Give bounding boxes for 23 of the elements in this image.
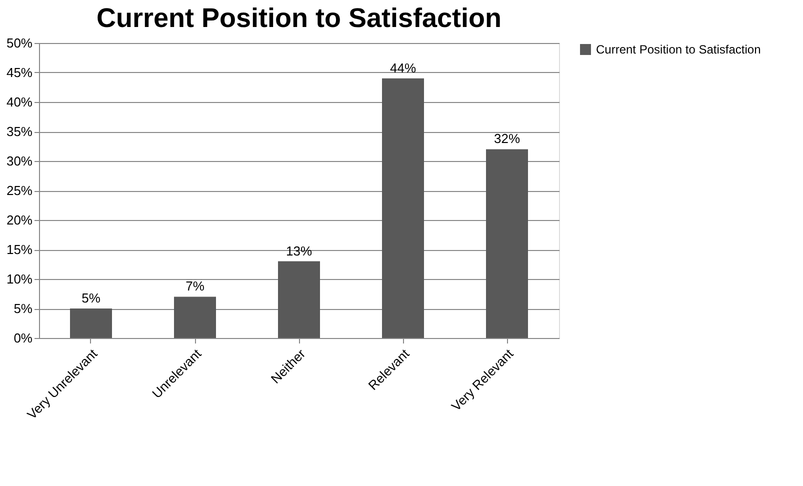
y-tick-label: 25% bbox=[6, 183, 33, 198]
y-tick-label: 20% bbox=[6, 212, 33, 228]
bar bbox=[382, 78, 424, 338]
bar bbox=[174, 296, 216, 338]
y-tick-label: 5% bbox=[14, 301, 33, 316]
bar bbox=[486, 149, 528, 338]
y-tick-label: 45% bbox=[6, 65, 33, 80]
data-label: 13% bbox=[286, 243, 312, 258]
data-label: 32% bbox=[494, 131, 520, 146]
bar bbox=[70, 308, 112, 338]
y-tick-label: 40% bbox=[6, 94, 33, 110]
legend-label: Current Position to Satisfaction bbox=[596, 42, 761, 56]
data-label: 7% bbox=[186, 278, 205, 294]
y-tick-label: 10% bbox=[6, 272, 33, 286]
y-tick-label: 0% bbox=[14, 330, 33, 346]
y-tick-label: 50% bbox=[6, 36, 33, 50]
y-tick-label: 30% bbox=[6, 154, 33, 168]
y-tick-label: 15% bbox=[6, 242, 33, 257]
y-tick-label: 35% bbox=[6, 124, 33, 139]
chart-title: Current Position to Satisfaction bbox=[96, 3, 502, 33]
data-label: 44% bbox=[390, 60, 416, 76]
data-label: 5% bbox=[82, 290, 101, 306]
bar bbox=[278, 261, 320, 338]
